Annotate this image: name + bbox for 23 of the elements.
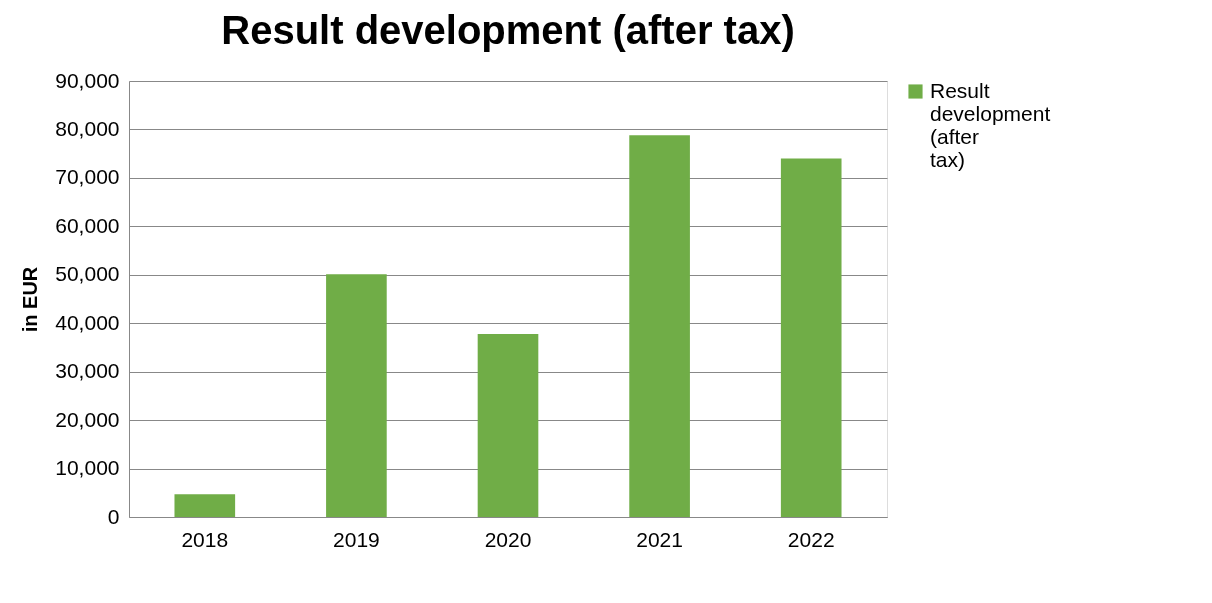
y-tick-label: 90,000 bbox=[55, 68, 120, 92]
y-tick-label: 60,000 bbox=[55, 213, 120, 237]
bar bbox=[326, 274, 387, 517]
y-tick-label: 30,000 bbox=[55, 359, 120, 383]
bar bbox=[629, 135, 690, 517]
y-tick-label: 70,000 bbox=[55, 165, 120, 189]
bar bbox=[780, 158, 842, 517]
x-tick-label: 2019 bbox=[333, 527, 380, 551]
y-tick-label: 50,000 bbox=[55, 262, 120, 286]
y-tick-label: 40,000 bbox=[55, 310, 120, 334]
y-axis-title: in EUR bbox=[19, 266, 42, 333]
x-tick-label: 2018 bbox=[181, 527, 229, 551]
legend-label: Result development (after tax) bbox=[930, 78, 1051, 171]
x-tick-label: 2020 bbox=[484, 527, 532, 551]
y-tick-label: 0 bbox=[107, 504, 120, 528]
y-tick-label: 20,000 bbox=[55, 407, 120, 431]
bar bbox=[174, 494, 236, 517]
x-tick-label: 2022 bbox=[787, 527, 835, 551]
x-tick-label: 2021 bbox=[636, 527, 683, 551]
y-tick-label: 80,000 bbox=[55, 116, 120, 140]
y-tick-label: 10,000 bbox=[55, 456, 120, 480]
bar bbox=[477, 333, 539, 517]
chart-title: Result development (after tax) bbox=[221, 8, 795, 52]
